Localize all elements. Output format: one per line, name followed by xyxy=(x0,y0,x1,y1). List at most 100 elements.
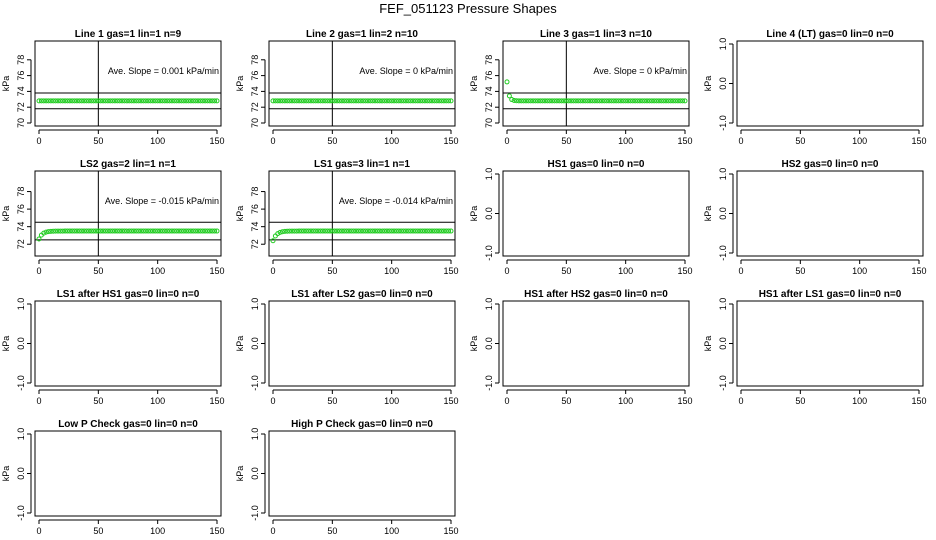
data-point xyxy=(200,98,206,104)
x-tick-label: 150 xyxy=(209,266,224,276)
plot-frame xyxy=(34,170,222,257)
plot-frame xyxy=(268,40,456,127)
y-tick-label: 74 xyxy=(250,222,260,232)
data-point xyxy=(76,228,82,234)
data-point xyxy=(504,79,510,85)
chart-panel-14: High P Check gas=0 lin=0 n=0 0 50 100 150 -1.… xyxy=(235,419,459,536)
y-tick-label: 78 xyxy=(250,187,260,197)
data-point xyxy=(209,228,215,234)
data-point xyxy=(67,228,73,234)
x-tick-label: 100 xyxy=(150,136,165,146)
data-points xyxy=(504,79,688,104)
y-axis-label: kPa xyxy=(235,206,245,222)
chart-panel-10: LS1 after LS2 gas=0 lin=0 n=0 0 50 100 150 -1… xyxy=(235,289,459,406)
x-tick-label: 150 xyxy=(911,396,926,406)
data-point xyxy=(43,229,49,235)
x-tick-label: 0 xyxy=(36,136,41,146)
data-point xyxy=(578,98,584,104)
data-point xyxy=(102,228,108,234)
data-point xyxy=(651,98,657,104)
data-point xyxy=(296,98,302,104)
data-point xyxy=(530,98,536,104)
data-point xyxy=(181,228,187,234)
x-tick-label: 100 xyxy=(618,136,633,146)
data-point xyxy=(188,98,194,104)
x-tick-label: 150 xyxy=(209,526,224,536)
data-point xyxy=(646,98,652,104)
data-point xyxy=(100,228,106,234)
data-point xyxy=(159,98,165,104)
x-tick-label: 100 xyxy=(618,266,633,276)
data-point xyxy=(339,228,345,234)
data-point xyxy=(195,228,201,234)
data-point xyxy=(525,98,531,104)
data-point xyxy=(396,98,402,104)
data-point xyxy=(287,228,293,234)
data-point xyxy=(55,228,61,234)
data-point xyxy=(551,98,557,104)
data-point xyxy=(320,98,326,104)
panel-title: LS2 gas=2 lin=1 n=1 xyxy=(80,159,176,170)
data-point xyxy=(401,228,407,234)
x-tick-label: 50 xyxy=(795,266,805,276)
y-tick-label: 76 xyxy=(250,71,260,81)
data-point xyxy=(150,228,156,234)
y-tick-label: 0.0 xyxy=(484,207,494,220)
data-point xyxy=(377,228,383,234)
data-point xyxy=(167,98,173,104)
y-axis-label: kPa xyxy=(235,466,245,482)
x-tick-label: 0 xyxy=(270,396,275,406)
plot-frame xyxy=(502,40,690,127)
data-point xyxy=(79,228,85,234)
data-point xyxy=(336,98,342,104)
data-point xyxy=(186,228,192,234)
data-point xyxy=(682,98,688,104)
data-point xyxy=(601,98,607,104)
data-point xyxy=(535,98,541,104)
data-point xyxy=(563,98,569,104)
data-point xyxy=(439,228,445,234)
y-tick-label: 0.0 xyxy=(16,467,26,480)
data-point xyxy=(303,228,309,234)
panel-title: LS1 after HS1 gas=0 lin=0 n=0 xyxy=(57,289,200,300)
data-point xyxy=(322,98,328,104)
y-tick-label: 76 xyxy=(16,204,26,214)
data-point xyxy=(528,98,534,104)
data-point xyxy=(190,228,196,234)
data-point xyxy=(114,98,120,104)
data-point xyxy=(384,228,390,234)
y-axis-label: kPa xyxy=(469,76,479,92)
data-point xyxy=(159,228,165,234)
data-point xyxy=(53,98,59,104)
data-point xyxy=(393,98,399,104)
data-point xyxy=(403,228,409,234)
y-tick-label: 1.0 xyxy=(16,298,26,311)
data-point xyxy=(306,98,312,104)
data-point xyxy=(568,98,574,104)
data-point xyxy=(448,98,454,104)
data-point xyxy=(443,98,449,104)
data-point xyxy=(193,228,199,234)
data-point xyxy=(317,98,323,104)
data-point xyxy=(580,98,586,104)
data-point xyxy=(573,98,579,104)
data-point xyxy=(174,98,180,104)
data-point xyxy=(41,230,47,236)
data-point xyxy=(67,98,73,104)
data-point xyxy=(441,228,447,234)
data-point xyxy=(105,98,111,104)
data-point xyxy=(207,228,213,234)
data-point xyxy=(604,98,610,104)
data-point xyxy=(95,228,101,234)
x-tick-label: 100 xyxy=(150,526,165,536)
data-point xyxy=(521,98,527,104)
slope-annotation: Ave. Slope = 0 kPa/min xyxy=(359,66,453,76)
data-point xyxy=(62,228,68,234)
data-point xyxy=(298,98,304,104)
data-point xyxy=(446,228,452,234)
data-point xyxy=(119,228,125,234)
data-point xyxy=(306,228,312,234)
data-point xyxy=(155,228,161,234)
data-point xyxy=(186,98,192,104)
data-points xyxy=(270,228,454,244)
